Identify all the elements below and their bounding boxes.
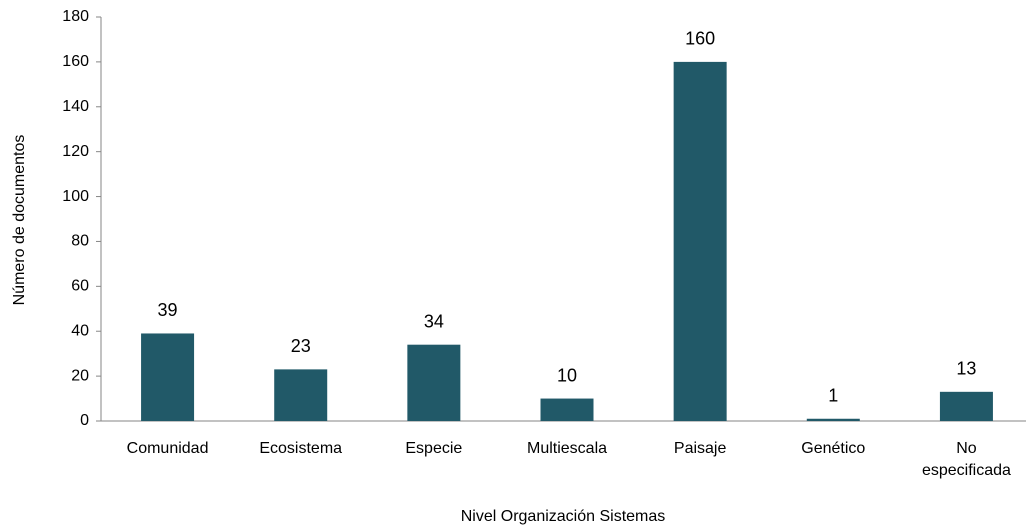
y-tick-label: 120	[62, 143, 89, 160]
value-label: 23	[291, 336, 311, 356]
x-tick-label-box: Especie	[405, 440, 463, 457]
x-tick-label: Genético	[801, 440, 866, 457]
x-tick-label: Ecosistema	[259, 440, 343, 457]
bar	[806, 418, 860, 421]
bar	[673, 61, 727, 422]
y-tick-label: 140	[62, 98, 89, 115]
y-tick-label: 40	[71, 322, 89, 339]
y-tick-label: 80	[71, 233, 89, 250]
x-tick-label-box: Paisaje	[673, 440, 727, 457]
value-label: 160	[685, 29, 715, 49]
x-axis-title: Nivel Organización Sistemas	[461, 508, 666, 525]
x-tick-label-box: Ecosistema	[259, 440, 343, 457]
x-tick-label: No especificada	[921, 440, 1011, 479]
y-tick-label: 60	[71, 278, 89, 295]
value-label: 1	[828, 386, 838, 406]
x-tick-label-box: Comunidad	[126, 440, 209, 457]
value-label: 13	[956, 359, 976, 379]
y-tick-label: 160	[62, 53, 89, 70]
value-label: 39	[158, 300, 178, 320]
x-tick-label: Comunidad	[126, 440, 209, 457]
y-tick-label: 0	[80, 412, 89, 429]
bar	[540, 398, 594, 421]
x-tick-label: Paisaje	[673, 440, 727, 457]
bar	[407, 344, 461, 421]
bar	[141, 333, 195, 421]
x-tick-label-box: Multiescala	[526, 440, 608, 457]
x-tick-label-box: Genético	[801, 440, 866, 457]
x-tick-label: Multiescala	[526, 440, 608, 457]
value-label: 34	[424, 311, 444, 331]
y-tick-label: 100	[62, 188, 89, 205]
value-label: 10	[557, 365, 577, 385]
x-tick-label-box: No especificada	[921, 440, 1011, 479]
y-tick-label: 180	[62, 8, 89, 25]
bar	[274, 369, 328, 421]
y-axis-title: Número de documentos	[11, 135, 28, 306]
y-tick-label: 20	[71, 367, 89, 384]
x-tick-label: Especie	[405, 440, 463, 457]
bar	[939, 391, 993, 421]
